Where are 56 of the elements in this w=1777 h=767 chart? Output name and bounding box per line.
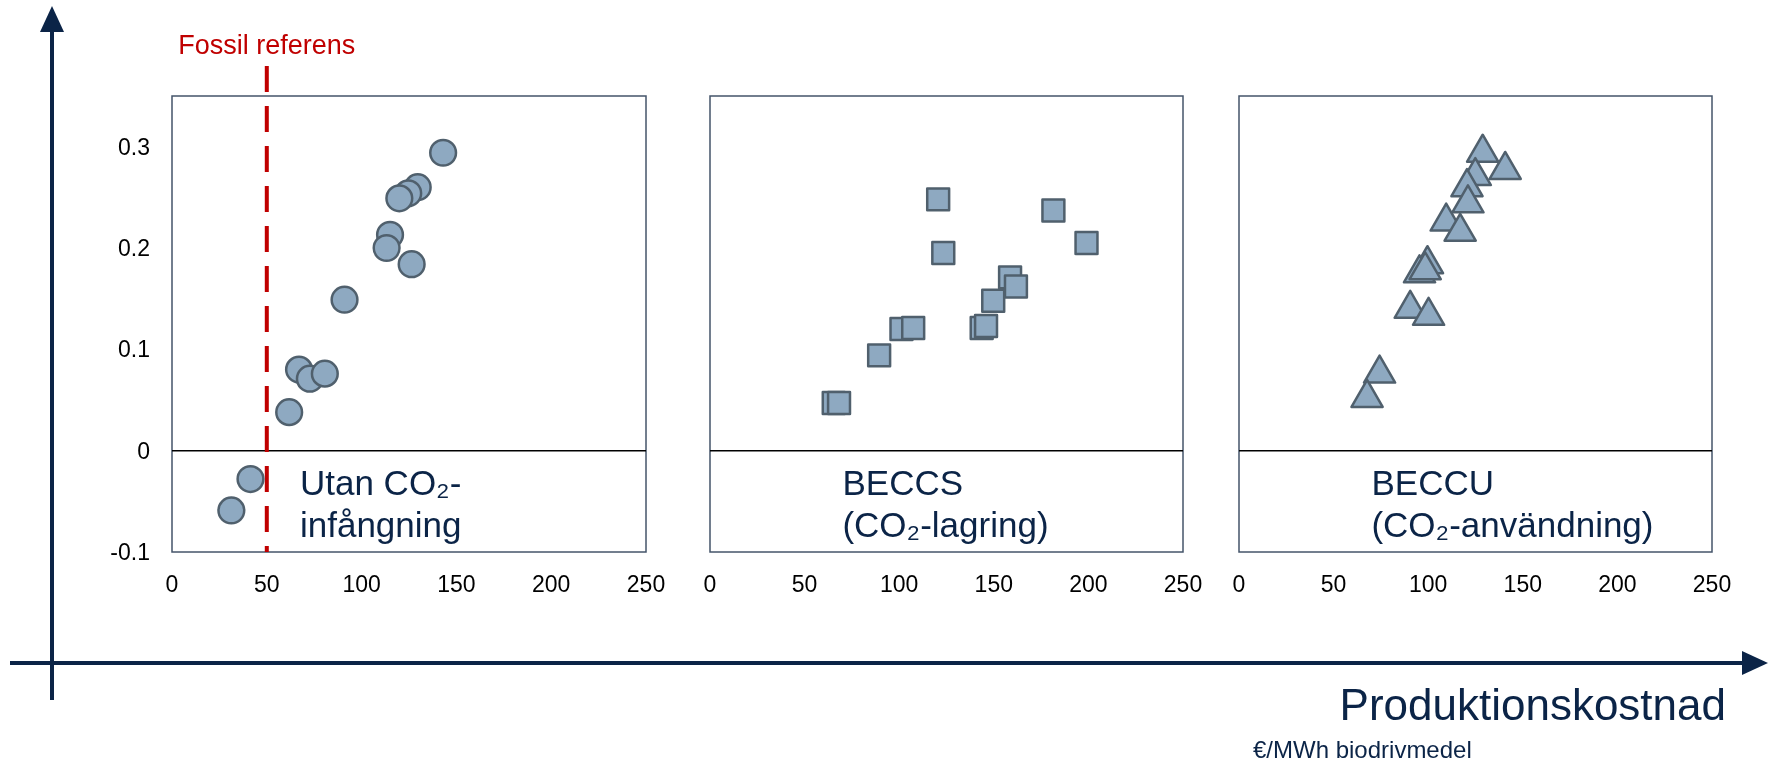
point bbox=[1408, 251, 1442, 281]
point bbox=[1465, 133, 1500, 163]
point bbox=[826, 390, 852, 416]
point bbox=[1451, 184, 1485, 214]
point bbox=[931, 240, 956, 266]
x-tick-label: 50 bbox=[254, 571, 280, 597]
point bbox=[925, 187, 951, 212]
point bbox=[973, 313, 999, 339]
x-tick-label: 250 bbox=[626, 571, 666, 597]
y-tick-label: -0.1 bbox=[110, 539, 150, 565]
annotation: BECCU (CO₂-användning) bbox=[1371, 462, 1654, 544]
x-tick-label: 0 bbox=[165, 571, 179, 597]
annotation: BECCS (CO₂-lagring) bbox=[842, 462, 1049, 544]
ref-line-label: Fossil referens bbox=[178, 30, 356, 60]
point bbox=[1350, 378, 1384, 409]
point bbox=[866, 343, 892, 368]
annotation: Utan CO₂- infångning bbox=[299, 462, 462, 544]
y-tick-label: 0 bbox=[137, 437, 150, 464]
point bbox=[236, 464, 265, 494]
point bbox=[901, 315, 926, 341]
point bbox=[1074, 230, 1099, 256]
x-tick-label: 100 bbox=[342, 571, 381, 597]
x-tick-label: 100 bbox=[880, 571, 919, 597]
x-tick-label: 50 bbox=[791, 571, 818, 597]
point bbox=[1488, 150, 1523, 181]
point bbox=[429, 138, 458, 167]
x-tick-label: 200 bbox=[532, 571, 571, 597]
x-tick-label: 200 bbox=[1598, 571, 1637, 597]
point bbox=[1003, 274, 1029, 299]
point bbox=[1411, 296, 1446, 327]
x-tick-label: 200 bbox=[1069, 571, 1108, 597]
y-tick-label: 0.3 bbox=[118, 133, 150, 160]
x-tick-label: 150 bbox=[1503, 571, 1542, 597]
x-tick-label: 0 bbox=[1232, 571, 1246, 597]
point bbox=[981, 288, 1006, 313]
y-tick-label: 0.2 bbox=[118, 235, 150, 261]
x-tick-label: 0 bbox=[703, 571, 717, 597]
point bbox=[217, 496, 246, 525]
x-axis-title: Produktionskostnad bbox=[1339, 680, 1726, 729]
point bbox=[372, 233, 401, 263]
x-tick-label: 150 bbox=[974, 571, 1013, 597]
x-tick-label: 100 bbox=[1409, 571, 1448, 597]
point bbox=[330, 285, 359, 314]
x-tick-label: 250 bbox=[1692, 571, 1732, 597]
point bbox=[1041, 198, 1066, 223]
point bbox=[310, 359, 339, 388]
text: €/MWh biodrivmedel bbox=[1253, 736, 1472, 763]
x-tick-label: 50 bbox=[1320, 571, 1347, 597]
point bbox=[1443, 212, 1477, 242]
x-tick-label: 150 bbox=[437, 571, 476, 597]
point bbox=[275, 398, 304, 427]
point bbox=[1362, 354, 1397, 384]
point bbox=[385, 184, 414, 213]
point bbox=[397, 250, 426, 279]
x-tick-label: 250 bbox=[1163, 571, 1203, 597]
y-tick-label: 0.1 bbox=[118, 336, 150, 363]
